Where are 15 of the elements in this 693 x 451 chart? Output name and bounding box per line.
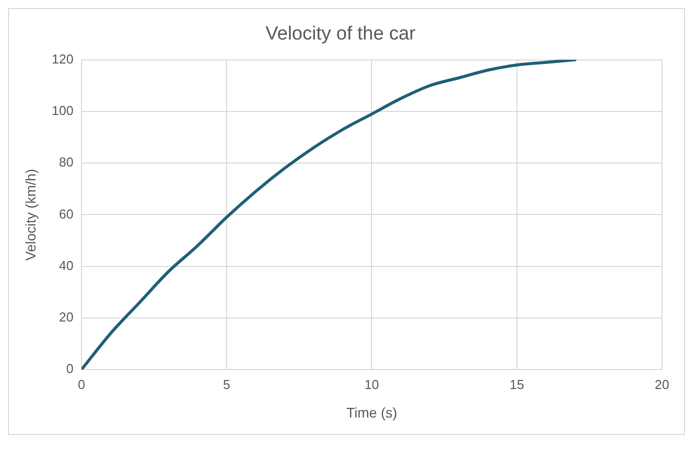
x-tick-label: 15 xyxy=(510,376,524,392)
y-tick-label: 20 xyxy=(59,310,74,325)
y-tick-label: 0 xyxy=(66,361,74,376)
y-axis-title: Velocity (km/h) xyxy=(22,168,38,261)
chart-title: Velocity of the car xyxy=(266,24,416,45)
x-tick-label: 0 xyxy=(78,376,86,392)
x-tick-label: 5 xyxy=(223,376,230,392)
x-axis-title: Time (s) xyxy=(346,404,398,420)
x-tick-label: 20 xyxy=(654,376,670,392)
x-tick-label: 10 xyxy=(364,376,379,392)
y-tick-label: 80 xyxy=(59,154,74,170)
y-tick-label: 100 xyxy=(52,103,74,118)
y-tick-label: 60 xyxy=(59,206,74,222)
y-tick-label: 120 xyxy=(52,51,74,66)
y-tick-label: 40 xyxy=(59,258,74,273)
